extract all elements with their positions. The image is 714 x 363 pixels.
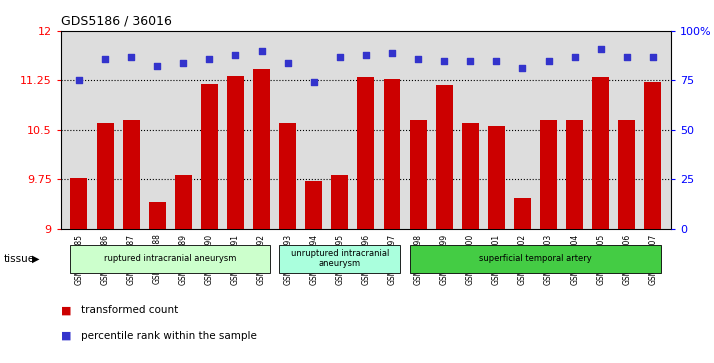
Bar: [618, 120, 635, 229]
Point: [360, 52, 371, 57]
Text: transformed count: transformed count: [81, 305, 178, 315]
Bar: [71, 245, 270, 273]
Bar: [253, 69, 270, 229]
Point: [569, 54, 580, 60]
Point: [438, 58, 450, 64]
Bar: [383, 79, 401, 229]
Text: ruptured intracranial aneurysm: ruptured intracranial aneurysm: [104, 254, 236, 263]
Text: tissue: tissue: [4, 254, 35, 264]
Point: [74, 77, 85, 83]
Point: [126, 54, 137, 60]
Bar: [175, 175, 192, 229]
Point: [334, 54, 346, 60]
Bar: [279, 245, 401, 273]
Bar: [331, 175, 348, 229]
Bar: [592, 77, 609, 229]
Point: [517, 66, 528, 72]
Bar: [96, 123, 114, 229]
Bar: [201, 83, 218, 229]
Text: ▶: ▶: [32, 254, 40, 264]
Bar: [279, 123, 296, 229]
Bar: [488, 126, 505, 229]
Point: [465, 58, 476, 64]
Bar: [358, 77, 374, 229]
Text: superficial temporal artery: superficial temporal artery: [479, 254, 592, 263]
Text: ■: ■: [61, 305, 71, 315]
Bar: [123, 120, 140, 229]
Point: [230, 52, 241, 57]
Text: percentile rank within the sample: percentile rank within the sample: [81, 331, 256, 341]
Point: [178, 60, 189, 65]
Text: ■: ■: [61, 331, 71, 341]
Bar: [227, 76, 244, 229]
Bar: [566, 120, 583, 229]
Point: [647, 54, 658, 60]
Bar: [71, 178, 87, 229]
Text: GDS5186 / 36016: GDS5186 / 36016: [61, 15, 171, 28]
Point: [99, 56, 111, 61]
Point: [151, 64, 163, 69]
Point: [203, 56, 215, 61]
Bar: [410, 245, 661, 273]
Bar: [645, 82, 661, 229]
Point: [413, 56, 424, 61]
Bar: [306, 181, 322, 229]
Bar: [149, 202, 166, 229]
Point: [621, 54, 633, 60]
Point: [282, 60, 293, 65]
Bar: [436, 85, 453, 229]
Point: [386, 50, 398, 56]
Point: [595, 46, 606, 52]
Point: [256, 48, 267, 53]
Point: [308, 79, 319, 85]
Text: unruptured intracranial
aneurysm: unruptured intracranial aneurysm: [291, 249, 389, 268]
Bar: [410, 120, 426, 229]
Bar: [540, 120, 557, 229]
Point: [543, 58, 554, 64]
Bar: [514, 198, 531, 229]
Point: [491, 58, 502, 64]
Bar: [462, 123, 479, 229]
